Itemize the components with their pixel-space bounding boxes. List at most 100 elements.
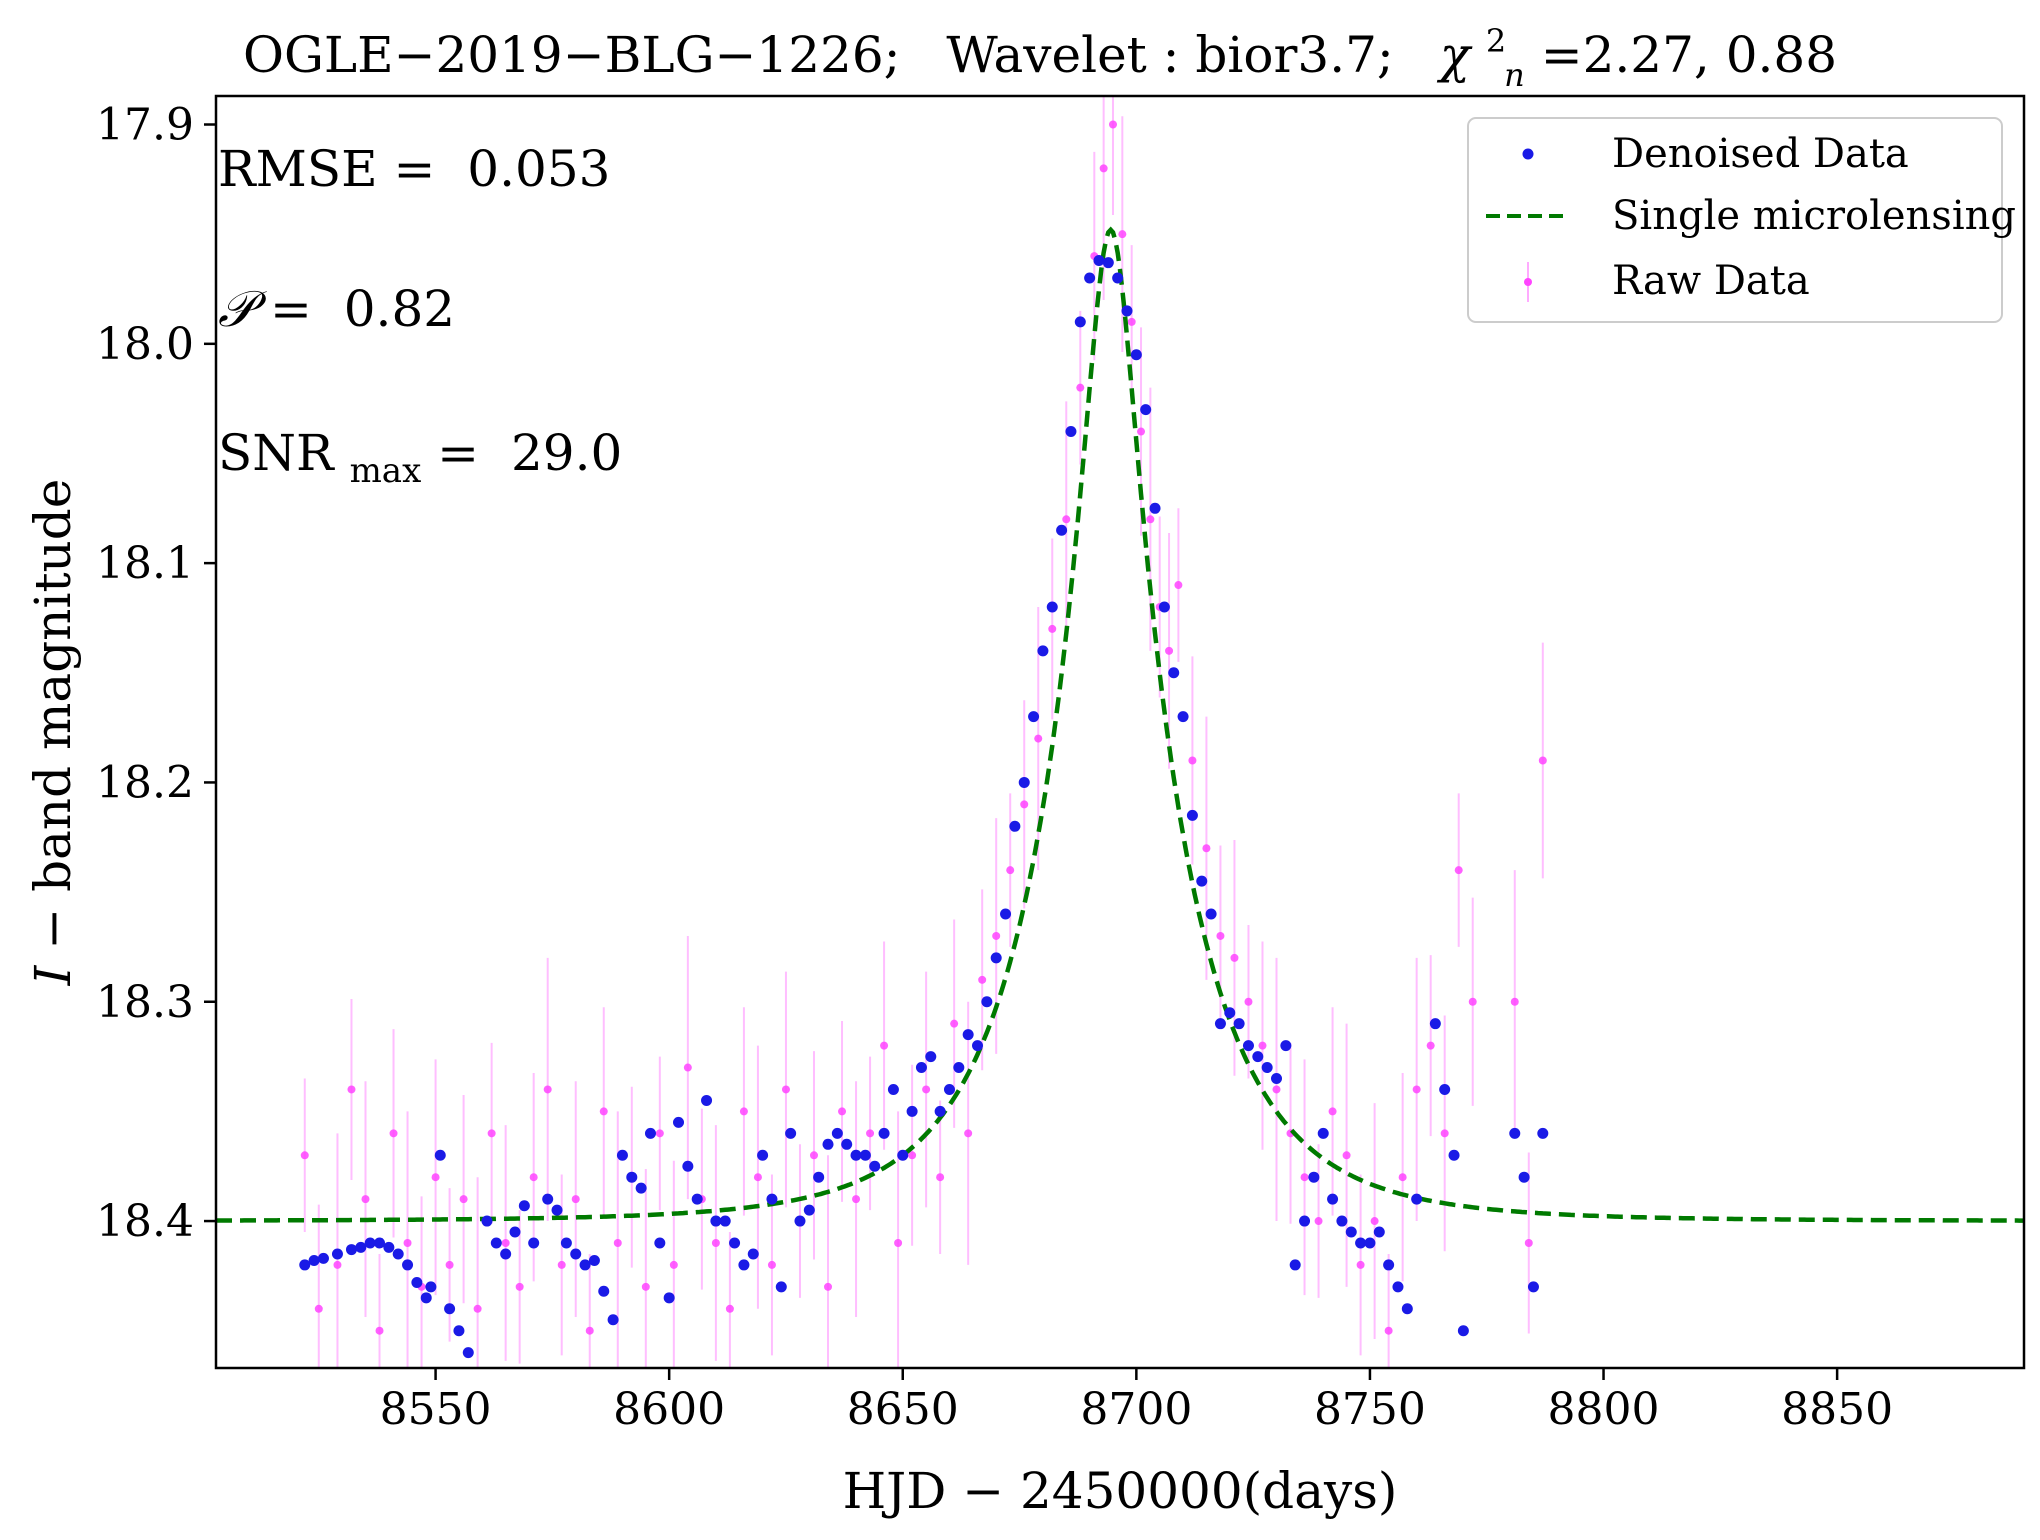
denoised-data-point xyxy=(345,1244,357,1256)
plot-frame xyxy=(214,94,2026,1370)
legend-label-denoised: Denoised Data xyxy=(1612,131,1909,177)
y-tick-label: 18.1 xyxy=(96,538,194,589)
denoised-data-layer xyxy=(299,254,1549,1359)
raw-data-point xyxy=(389,1129,398,1138)
raw-data-point xyxy=(1314,1217,1323,1226)
denoised-data-point xyxy=(1299,1215,1311,1227)
raw-data-point xyxy=(1230,953,1239,962)
legend-marker-raw xyxy=(1524,278,1532,286)
y-tick-label: 18.4 xyxy=(96,1196,194,1247)
title-chi-symbol: χ xyxy=(1437,26,1473,84)
denoised-data-point xyxy=(1018,776,1030,788)
raw-data-point xyxy=(725,1304,734,1313)
raw-data-point xyxy=(1216,931,1225,940)
denoised-data-point xyxy=(1457,1325,1469,1337)
denoised-data-point xyxy=(364,1237,376,1249)
raw-data-point xyxy=(978,975,987,984)
denoised-data-point xyxy=(1289,1259,1301,1271)
raw-data-point xyxy=(501,1238,510,1247)
raw-data-point xyxy=(1258,1041,1267,1050)
raw-data-point xyxy=(1062,515,1071,524)
denoised-data-point xyxy=(1392,1281,1404,1293)
denoised-data-point xyxy=(887,1083,899,1095)
denoised-data-point xyxy=(1364,1237,1376,1249)
denoised-data-point xyxy=(1149,502,1161,514)
raw-data-point xyxy=(683,1063,692,1072)
denoised-data-point xyxy=(1345,1226,1357,1238)
title-chi-sup: 2 xyxy=(1486,22,1506,60)
raw-data-point xyxy=(599,1107,608,1116)
raw-data-point xyxy=(1398,1173,1407,1182)
denoised-data-point xyxy=(570,1248,582,1260)
denoised-data-point xyxy=(626,1171,638,1183)
raw-data-point xyxy=(361,1195,370,1204)
raw-data-point xyxy=(992,931,1001,940)
denoised-data-point xyxy=(1214,1018,1226,1030)
y-axis-ticks: 17.9 18.0 18.1 18.2 18.3 18.4 xyxy=(96,100,216,1247)
legend-label-model: Single microlensing xyxy=(1612,193,2016,239)
legend-box xyxy=(1467,117,2003,323)
denoised-data-point xyxy=(490,1237,502,1249)
denoised-data-point xyxy=(383,1241,395,1253)
y-tick-label: 18.0 xyxy=(96,319,194,370)
raw-data-point xyxy=(922,1085,931,1094)
denoised-data-point xyxy=(915,1062,927,1074)
raw-data-point xyxy=(585,1326,594,1335)
raw-data-point xyxy=(1468,997,1477,1006)
denoised-data-point xyxy=(551,1204,563,1216)
denoised-data-point xyxy=(1233,1018,1245,1030)
raw-data-point xyxy=(1137,427,1146,436)
raw-data-point xyxy=(445,1260,454,1269)
denoised-data-point xyxy=(1158,601,1170,613)
denoised-data-point xyxy=(598,1285,610,1297)
rmse-annotation: RMSE = 0.053 xyxy=(218,140,610,198)
denoised-data-point xyxy=(1308,1171,1320,1183)
raw-data-point xyxy=(894,1238,903,1247)
denoised-data-point xyxy=(1056,524,1068,536)
denoised-data-point xyxy=(1028,711,1040,723)
denoised-data-point xyxy=(1084,272,1096,284)
denoised-data-point xyxy=(1130,349,1142,361)
raw-data-point xyxy=(431,1173,440,1182)
raw-data-point xyxy=(950,1019,959,1028)
denoised-data-point xyxy=(747,1248,759,1260)
title-event: OGLE−2019−BLG−1226; xyxy=(243,26,901,84)
y-tick-label: 18.2 xyxy=(96,757,194,808)
raw-data-point xyxy=(1300,1173,1309,1182)
raw-data-point xyxy=(1244,997,1253,1006)
denoised-data-point xyxy=(1429,1018,1441,1030)
raw-data-point xyxy=(1165,646,1174,655)
denoised-data-point xyxy=(1527,1281,1539,1293)
denoised-data-point xyxy=(673,1116,685,1128)
raw-data-point xyxy=(1328,1107,1337,1116)
raw-data-point xyxy=(641,1282,650,1291)
raw-data-point xyxy=(1412,1085,1421,1094)
raw-data-point xyxy=(1440,1129,1449,1138)
raw-data-point xyxy=(655,1129,664,1138)
denoised-data-point xyxy=(518,1200,530,1212)
denoised-data-point xyxy=(934,1105,946,1117)
denoised-data-point xyxy=(308,1255,320,1267)
raw-data-point xyxy=(1076,383,1085,392)
denoised-data-point xyxy=(444,1303,456,1315)
denoised-data-point xyxy=(943,1083,955,1095)
p-annotation: 𝒫 = 0.82 xyxy=(218,280,455,338)
raw-data-point xyxy=(459,1195,468,1204)
denoised-data-point xyxy=(1177,711,1189,723)
denoised-data-point xyxy=(500,1248,512,1260)
raw-data-point xyxy=(473,1304,482,1313)
denoised-data-point xyxy=(411,1276,423,1288)
denoised-data-point xyxy=(1112,272,1124,284)
raw-data-point xyxy=(1048,624,1057,633)
denoised-data-point xyxy=(925,1051,937,1063)
denoised-data-point xyxy=(738,1259,750,1271)
denoised-data-point xyxy=(579,1259,591,1271)
denoised-data-point xyxy=(1009,820,1021,832)
denoised-data-point xyxy=(1074,316,1086,328)
denoised-data-point xyxy=(831,1127,843,1139)
y-tick-label: 17.9 xyxy=(96,100,194,151)
denoised-data-point xyxy=(434,1149,446,1161)
denoised-data-point xyxy=(355,1241,367,1253)
raw-data-point xyxy=(824,1282,833,1291)
raw-data-point xyxy=(1099,164,1108,173)
